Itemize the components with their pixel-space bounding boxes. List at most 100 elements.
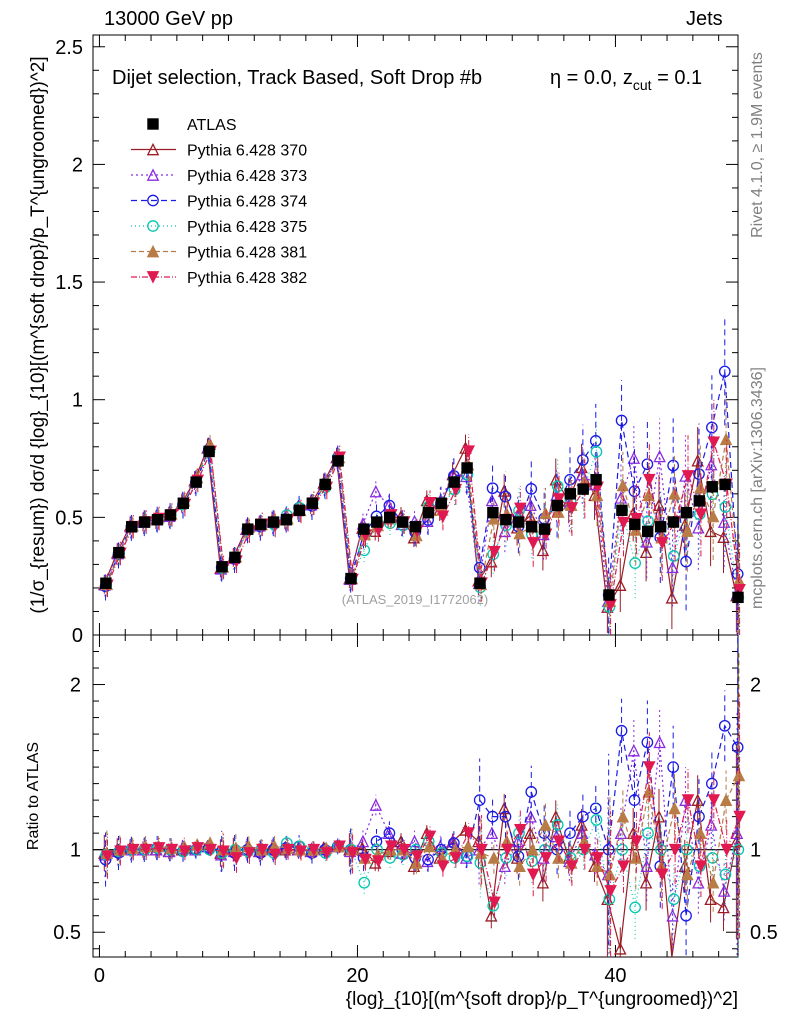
ratio-point <box>591 852 604 865</box>
chart-annotation: η = 0.0, zcut = 0.1 <box>550 67 702 93</box>
ratio-point <box>680 909 692 922</box>
ratio-point <box>256 843 269 857</box>
ratio-point <box>717 884 731 897</box>
ratio-point <box>667 893 680 906</box>
ratio-point <box>525 786 538 798</box>
ratio-point <box>694 860 708 873</box>
main-point <box>615 414 628 427</box>
atlas-point <box>267 516 280 528</box>
main-point <box>577 454 589 466</box>
legend-label: Pythia 6.428 382 <box>187 270 307 287</box>
main-point <box>717 530 730 543</box>
main-point <box>666 560 679 574</box>
ratio-point <box>667 761 680 773</box>
main-point <box>421 514 434 528</box>
atlas-point <box>706 481 718 493</box>
ratio-point <box>385 840 398 854</box>
ratio-point <box>552 851 565 864</box>
main-point <box>590 445 603 458</box>
ratio-point <box>487 851 501 864</box>
ratio-point <box>514 824 527 837</box>
atlas-point <box>358 523 370 535</box>
main-point <box>369 484 383 498</box>
ratio-point <box>524 809 537 823</box>
main-y-tick-label: 0 <box>72 625 83 647</box>
ratio-point <box>668 801 681 815</box>
atlas-point <box>138 516 151 528</box>
atlas-point <box>409 521 422 533</box>
legend-marker <box>147 194 159 207</box>
analysis-watermark: (ATLAS_2019_I1772062) <box>342 592 488 607</box>
ratio-point <box>512 850 525 863</box>
atlas-point <box>693 495 705 507</box>
ratio-y-tick-label-right: 2 <box>750 675 761 697</box>
main-point <box>704 457 718 471</box>
atlas-point <box>190 476 202 488</box>
ratio-point <box>680 843 693 856</box>
atlas-point <box>487 506 499 519</box>
ratio-point <box>564 827 576 840</box>
atlas-point <box>680 506 693 519</box>
ratio-point <box>681 867 694 881</box>
atlas-point <box>667 516 680 528</box>
atlas-point <box>306 497 319 509</box>
ratio-point <box>152 842 166 855</box>
main-point <box>590 488 604 502</box>
atlas-point <box>396 516 409 528</box>
ratio-point <box>127 843 140 857</box>
main-point <box>680 555 692 568</box>
main-point <box>488 545 501 559</box>
atlas-point <box>332 455 344 467</box>
main-y-axis-label: (1/σ_{resum}) dσ/d {log}_{10}[(m^{soft d… <box>28 56 49 613</box>
main-point <box>694 480 707 494</box>
ratio-series-line <box>104 742 738 916</box>
series-370 <box>98 426 743 958</box>
main-point <box>642 488 655 502</box>
ratio-point <box>691 793 704 806</box>
ratio-point <box>719 793 733 806</box>
ratio-point <box>475 843 488 857</box>
ratio-y-tick-label: 1 <box>70 840 81 862</box>
main-point <box>565 502 579 515</box>
main-point <box>358 544 371 557</box>
ratio-point <box>652 809 666 823</box>
atlas-point <box>177 497 190 509</box>
main-point <box>526 537 540 550</box>
main-point <box>498 524 512 538</box>
main-point <box>614 578 627 591</box>
ratio-point <box>617 860 630 873</box>
main-series-line <box>105 371 739 596</box>
main-point <box>549 473 563 486</box>
atlas-point <box>616 504 628 516</box>
x-tick-label: 40 <box>604 965 626 987</box>
ratio-series-line <box>106 817 739 909</box>
atlas-point <box>513 516 525 528</box>
ratio-point <box>526 843 539 856</box>
ratio-point <box>653 735 666 749</box>
ratio-point <box>165 843 179 857</box>
atlas-point <box>100 577 112 589</box>
ratio-point <box>733 810 746 824</box>
main-point <box>487 512 501 525</box>
mcplots-reference-label: mcplots.cern.ch [arXiv:1306.3436] <box>749 367 766 609</box>
ratio-point <box>497 801 511 815</box>
ratio-y-tick-label: 0.5 <box>53 922 81 944</box>
ratio-point <box>372 855 385 868</box>
main-point <box>514 502 527 516</box>
ratio-point <box>539 852 553 865</box>
atlas-point <box>293 504 306 516</box>
ratio-point <box>614 942 627 955</box>
atlas-point <box>371 516 383 528</box>
ratio-point <box>706 777 718 790</box>
main-y-tick-label: 1 <box>72 390 83 412</box>
ratio-y-tick-label-right: 1 <box>750 840 761 862</box>
energy-label: 13000 GeV pp <box>104 8 233 30</box>
ratio-point <box>732 843 745 856</box>
ratio-panel-frame <box>92 634 739 958</box>
ratio-point <box>410 856 423 869</box>
ratio-point <box>731 741 744 754</box>
main-point <box>627 451 641 464</box>
ratio-point <box>501 843 514 857</box>
ratio-point <box>499 810 512 823</box>
